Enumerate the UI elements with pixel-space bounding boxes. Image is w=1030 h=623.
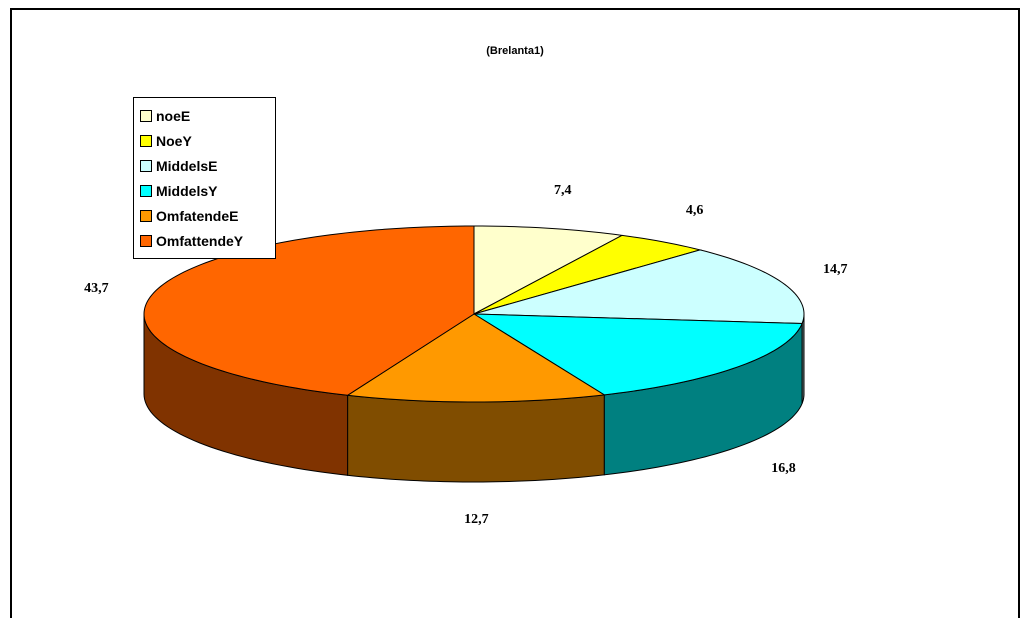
pie-slice-middelsy (472, 313, 803, 396)
data-label-noee: 7,4 (554, 183, 572, 199)
legend-swatch (140, 234, 152, 247)
legend-label: noeE (156, 107, 191, 124)
pie-slice-omfattendey (143, 225, 475, 396)
legend-swatch (140, 209, 152, 222)
legend-swatch (140, 159, 152, 172)
legend-label: MiddelsE (156, 157, 218, 174)
chart-title: (Brelanta1) (486, 45, 544, 57)
data-label-noey: 4,6 (685, 202, 704, 218)
data-label-middelse: 14,7 (822, 262, 848, 278)
legend-label: OmfatendeE (156, 207, 239, 224)
legend-label: OmfattendeY (156, 232, 244, 249)
pie-slice-middelse (473, 249, 805, 325)
legend-item-omfattendey: OmfattendeY (140, 228, 275, 253)
pie-slice-noee (473, 225, 624, 315)
legend-item-noey: NoeY (140, 128, 275, 153)
legend-item-middelsy: MiddelsY (140, 178, 275, 203)
data-label-middelsy: 16,8 (771, 460, 796, 476)
pie-slice-omfatendee (346, 313, 606, 403)
pie-side-omfatendee (347, 394, 605, 483)
legend-label: MiddelsY (156, 182, 218, 199)
data-label-omfattendey: 43,7 (84, 281, 109, 297)
legend-swatch (140, 184, 152, 197)
legend-item-omfatendee: OmfatendeE (140, 203, 275, 228)
legend-swatch (140, 109, 152, 122)
data-label-omfatendee: 12,7 (464, 512, 489, 527)
chart-legend: noeE NoeY MiddelsE MiddelsY OmfatendeE Omfatt… (133, 97, 276, 259)
legend-swatch (140, 134, 152, 147)
legend-item-noee: noeE (140, 103, 275, 128)
legend-item-middelse: MiddelsE (140, 153, 275, 178)
legend-label: NoeY (156, 132, 192, 149)
pie-slice-noey (473, 234, 703, 315)
